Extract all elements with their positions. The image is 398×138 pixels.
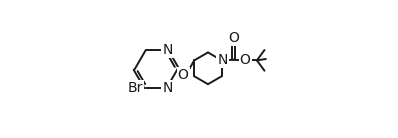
Text: Br: Br bbox=[128, 81, 143, 95]
Text: N: N bbox=[162, 43, 173, 57]
Text: O: O bbox=[228, 31, 239, 45]
Text: O: O bbox=[240, 53, 251, 67]
Text: N: N bbox=[217, 53, 228, 67]
Text: N: N bbox=[162, 81, 173, 95]
Text: O: O bbox=[178, 67, 189, 82]
